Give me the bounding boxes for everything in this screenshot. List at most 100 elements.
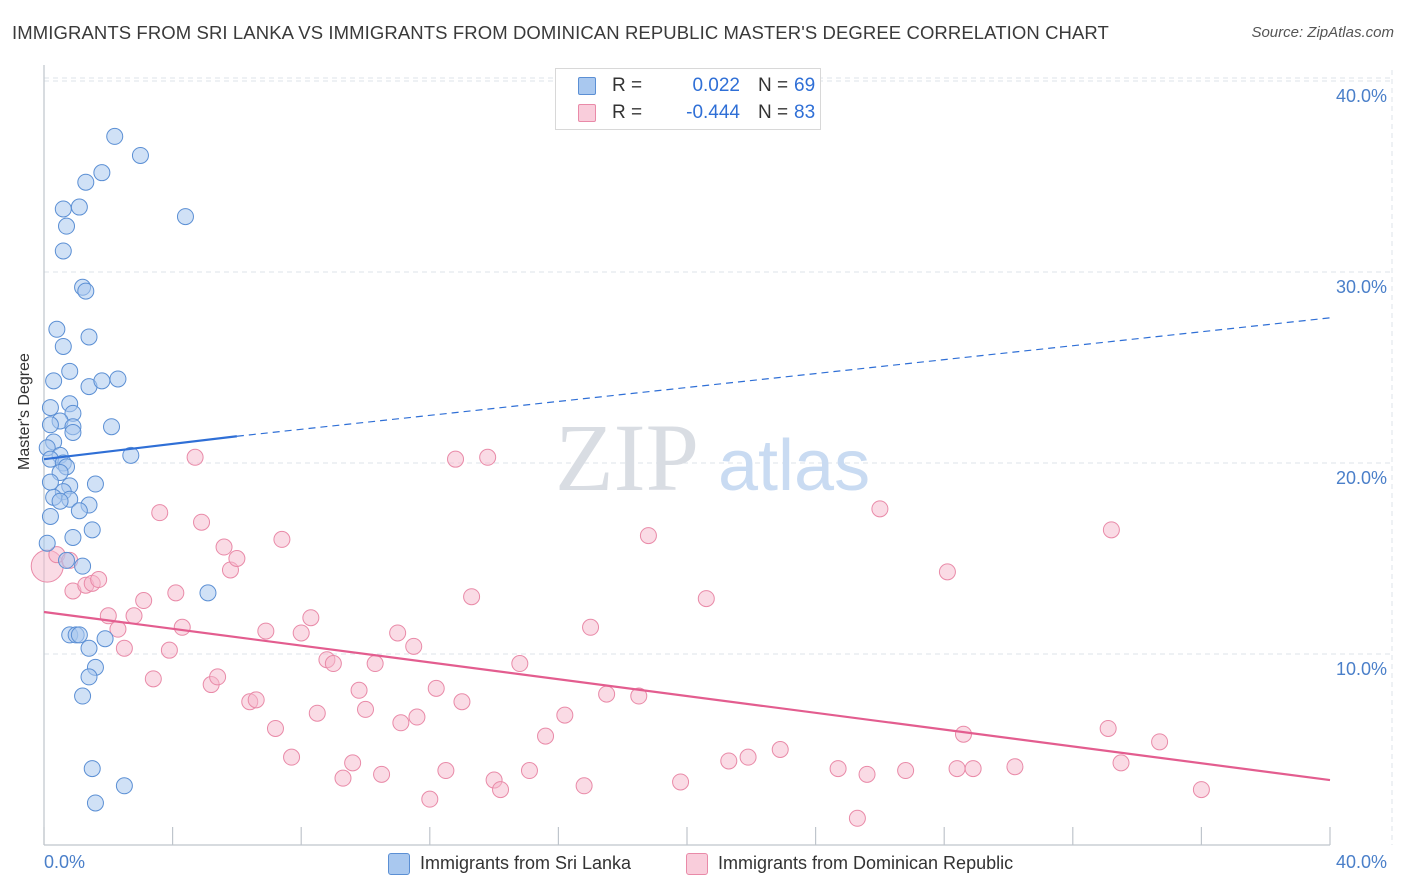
- data-point-dominican-republic: [160, 641, 178, 659]
- data-point-dominican-republic: [292, 624, 310, 642]
- data-point-sri-lanka: [51, 492, 69, 510]
- data-point-dominican-republic: [115, 639, 133, 657]
- n-value: 69: [794, 75, 816, 96]
- data-point-sri-lanka: [58, 217, 76, 235]
- data-point-dominican-republic: [125, 607, 143, 625]
- legend-swatch-pink: [686, 853, 708, 875]
- data-point-dominican-republic: [511, 655, 529, 673]
- data-point-sri-lanka: [41, 416, 59, 434]
- data-point-sri-lanka: [115, 777, 133, 795]
- data-point-dominican-republic: [858, 765, 876, 783]
- data-point-dominican-republic: [283, 748, 301, 766]
- trend-line-sri-lanka: [43, 435, 238, 461]
- data-point-sri-lanka: [64, 528, 82, 546]
- grid-lines: [44, 70, 1393, 845]
- data-point-dominican-republic: [144, 670, 162, 688]
- data-point-dominican-republic: [897, 762, 915, 780]
- data-point-sri-lanka: [80, 668, 98, 686]
- chart-title: IMMIGRANTS FROM SRI LANKA VS IMMIGRANTS …: [12, 22, 1109, 43]
- series-dominican-republic: [30, 448, 1210, 827]
- data-point-dominican-republic: [437, 762, 455, 780]
- data-point-dominican-republic: [1192, 781, 1210, 799]
- data-point-dominican-republic: [948, 760, 966, 778]
- legend-label: Immigrants from Dominican Republic: [718, 853, 1014, 873]
- data-point-dominican-republic: [366, 655, 384, 673]
- data-point-dominican-republic: [630, 687, 648, 705]
- data-point-dominican-republic: [186, 448, 204, 466]
- x-tick-label-max: 40.0%: [1336, 852, 1388, 872]
- data-point-dominican-republic: [1151, 733, 1169, 751]
- trend-line-dominican-republic: [43, 610, 1331, 782]
- data-point-sri-lanka: [61, 362, 79, 380]
- data-point-sri-lanka: [64, 423, 82, 441]
- watermark-atlas: atlas: [718, 426, 870, 506]
- data-point-sri-lanka: [54, 242, 72, 260]
- data-point-dominican-republic: [479, 448, 497, 466]
- watermark: ZIP atlas: [555, 404, 870, 511]
- y-tick-label-40: 40.0%: [1336, 86, 1388, 106]
- data-point-dominican-republic: [463, 588, 481, 606]
- data-point-sri-lanka: [96, 630, 114, 648]
- data-point-dominican-republic: [357, 700, 374, 718]
- data-point-dominican-republic: [537, 727, 555, 745]
- data-point-dominican-republic: [167, 584, 185, 602]
- n-label: N =: [758, 102, 789, 123]
- data-point-sri-lanka: [77, 173, 95, 191]
- data-point-dominican-republic: [173, 618, 191, 636]
- data-point-dominican-republic: [334, 769, 352, 787]
- series-sri-lanka: [38, 127, 217, 812]
- data-point-sri-lanka: [86, 475, 104, 493]
- data-point-sri-lanka: [41, 507, 59, 525]
- data-point-sri-lanka: [58, 551, 76, 569]
- legend-swatch-blue: [388, 853, 410, 875]
- data-point-sri-lanka: [176, 208, 194, 226]
- data-point-dominican-republic: [266, 719, 284, 737]
- x-tick-label-min: 0.0%: [44, 852, 86, 872]
- y-tick-label-10: 10.0%: [1336, 659, 1388, 679]
- y-tick-label-20: 20.0%: [1336, 468, 1388, 488]
- data-point-sri-lanka: [109, 370, 127, 388]
- data-point-sri-lanka: [77, 282, 95, 300]
- data-point-dominican-republic: [453, 693, 471, 711]
- data-point-sri-lanka: [74, 687, 92, 705]
- data-point-sri-lanka: [54, 337, 72, 355]
- data-point-dominican-republic: [247, 691, 265, 709]
- data-point-dominican-republic: [209, 668, 227, 686]
- data-point-sri-lanka: [93, 372, 111, 390]
- data-point-sri-lanka: [70, 198, 88, 216]
- data-point-sri-lanka: [48, 320, 66, 338]
- data-point-sri-lanka: [131, 146, 149, 164]
- n-value: 83: [794, 102, 816, 123]
- data-point-dominican-republic: [829, 760, 847, 778]
- data-point-dominican-republic: [1006, 758, 1024, 776]
- data-point-dominican-republic: [1102, 521, 1120, 539]
- data-point-dominican-republic: [556, 706, 574, 724]
- data-point-dominican-republic: [193, 513, 211, 531]
- data-point-dominican-republic: [389, 624, 407, 642]
- legend-label: Immigrants from Sri Lanka: [420, 853, 632, 873]
- data-point-sri-lanka: [74, 557, 92, 575]
- legend-swatch-blue: [578, 77, 596, 95]
- data-point-dominican-republic: [151, 504, 169, 522]
- data-point-sri-lanka: [199, 584, 217, 602]
- data-point-dominican-republic: [344, 754, 362, 772]
- data-point-sri-lanka: [83, 760, 101, 778]
- data-point-dominican-republic: [408, 708, 426, 726]
- correlation-legend: R = 0.022 N = 69 R = -0.444 N = 83: [555, 68, 821, 130]
- data-point-dominican-republic: [405, 637, 423, 655]
- data-point-sri-lanka: [80, 639, 98, 657]
- data-point-dominican-republic: [1099, 719, 1117, 737]
- n-label: N =: [758, 75, 789, 96]
- data-point-dominican-republic: [848, 809, 866, 827]
- data-point-dominican-republic: [871, 500, 889, 518]
- data-point-sri-lanka: [70, 626, 88, 644]
- data-point-dominican-republic: [324, 655, 342, 673]
- data-point-sri-lanka: [54, 200, 72, 218]
- data-point-dominican-republic: [257, 622, 275, 640]
- data-point-dominican-republic: [720, 752, 738, 770]
- data-point-sri-lanka: [93, 164, 111, 182]
- data-point-dominican-republic: [954, 725, 972, 743]
- r-label: R =: [612, 102, 643, 123]
- source-label: Source: ZipAtlas.com: [1251, 24, 1394, 41]
